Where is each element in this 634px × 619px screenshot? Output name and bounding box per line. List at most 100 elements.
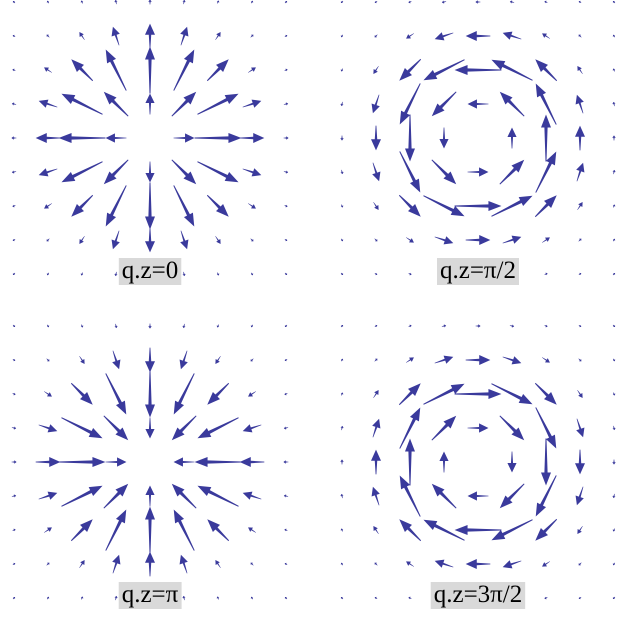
vector-arrow	[340, 392, 344, 396]
vector-arrow	[612, 34, 616, 38]
vector-arrow	[612, 204, 616, 208]
vector-arrow	[61, 93, 103, 115]
panel-label-group: q.z=π/2	[437, 257, 519, 285]
vector-arrow	[284, 68, 288, 72]
vector-arrow	[114, 595, 118, 601]
vector-arrow	[431, 483, 457, 509]
vector-arrow	[374, 358, 378, 362]
vector-arrow	[399, 58, 422, 81]
vector-arrow	[577, 66, 583, 75]
vector-arrow	[171, 159, 197, 185]
vector-arrow	[612, 528, 616, 532]
vector-arrow	[535, 518, 558, 541]
vector-arrow	[423, 383, 465, 405]
vector-arrow	[509, 324, 515, 328]
vector-arrow	[405, 114, 415, 162]
vector-arrow	[103, 91, 129, 117]
vector-arrow	[406, 561, 415, 567]
vector-arrow	[406, 33, 415, 39]
vector-arrow	[215, 355, 221, 364]
vector-arrow	[43, 391, 52, 397]
vector-arrow	[340, 169, 344, 175]
vector-arrow	[576, 418, 585, 438]
vector-arrow	[284, 272, 288, 276]
vector-arrow	[114, 271, 118, 277]
vector-arrow	[46, 596, 50, 600]
vector-arrow	[541, 237, 550, 243]
vector-arrow	[12, 34, 16, 38]
vector-arrow	[197, 485, 239, 507]
vector-arrow	[439, 451, 449, 473]
vector-arrow	[80, 324, 84, 328]
vector-arrow	[544, 0, 548, 4]
vector-arrow	[399, 151, 421, 193]
vector-arrow	[373, 65, 379, 74]
vector-arrow	[206, 194, 229, 217]
vector-arrow	[374, 596, 378, 600]
vector-arrow	[465, 559, 491, 569]
vector-arrow	[283, 136, 289, 140]
vector-arrow	[340, 562, 344, 566]
vector-arrow	[46, 34, 50, 38]
vector-arrow	[206, 59, 229, 82]
vector-arrow	[431, 91, 457, 117]
vector-arrow	[434, 32, 454, 41]
vector-arrow	[408, 272, 412, 276]
vector-arrow	[544, 324, 548, 328]
vector-arrow	[11, 494, 17, 498]
vector-arrow	[105, 509, 127, 551]
vector-arrow	[434, 355, 454, 364]
vector-arrow	[340, 596, 344, 600]
vector-arrow	[544, 272, 548, 276]
vector-arrow	[535, 475, 557, 517]
vector-arrow	[405, 237, 414, 243]
vector-arrow	[502, 31, 522, 40]
vector-arrow	[250, 0, 254, 4]
vector-arrow	[399, 83, 421, 125]
vector-arrow	[612, 459, 616, 465]
vector-arrow	[46, 324, 50, 328]
panel-label-group: q.z=π	[118, 581, 182, 609]
vector-arrow	[467, 99, 489, 109]
vector-arrow	[284, 324, 288, 328]
vector-arrow	[283, 460, 289, 464]
vector-arrow	[145, 417, 155, 439]
vector-arrow	[145, 370, 155, 418]
vector-arrow	[475, 324, 481, 328]
vector-arrow	[12, 596, 16, 600]
vector-arrow	[61, 161, 103, 183]
panel-label-group: q.z=3π/2	[430, 581, 526, 609]
vector-arrow	[103, 159, 129, 185]
vector-arrow	[182, 0, 186, 5]
vector-arrow	[173, 509, 195, 551]
vector-arrow	[105, 49, 127, 91]
vector-arrow	[105, 185, 127, 227]
vector-arrow	[373, 201, 379, 210]
vector-arrow	[79, 560, 85, 569]
vector-arrow	[284, 34, 288, 38]
vector-arrow	[507, 127, 517, 149]
vector-arrow	[423, 519, 465, 541]
vector-arrow	[373, 390, 379, 399]
vector-arrow	[541, 438, 551, 486]
vector-arrow	[38, 491, 58, 500]
vector-arrow	[612, 358, 616, 362]
vector-arrow	[38, 168, 58, 177]
vector-arrow	[578, 596, 582, 600]
vector-arrow	[70, 382, 93, 405]
vector-arrow	[431, 415, 457, 441]
vector-arrow	[79, 32, 85, 41]
vector-arrow	[371, 449, 381, 475]
vector-arrow	[145, 506, 155, 554]
vector-arrow	[182, 271, 186, 277]
vector-arrow	[105, 373, 127, 415]
vector-arrow	[180, 26, 189, 46]
vector-arrow	[173, 373, 195, 415]
vector-arrow	[340, 204, 344, 208]
vector-arrow	[173, 133, 195, 143]
vector-arrow	[441, 324, 447, 328]
vector-arrow	[454, 201, 502, 211]
vector-arrow	[11, 426, 17, 430]
vector-arrow	[197, 161, 239, 183]
